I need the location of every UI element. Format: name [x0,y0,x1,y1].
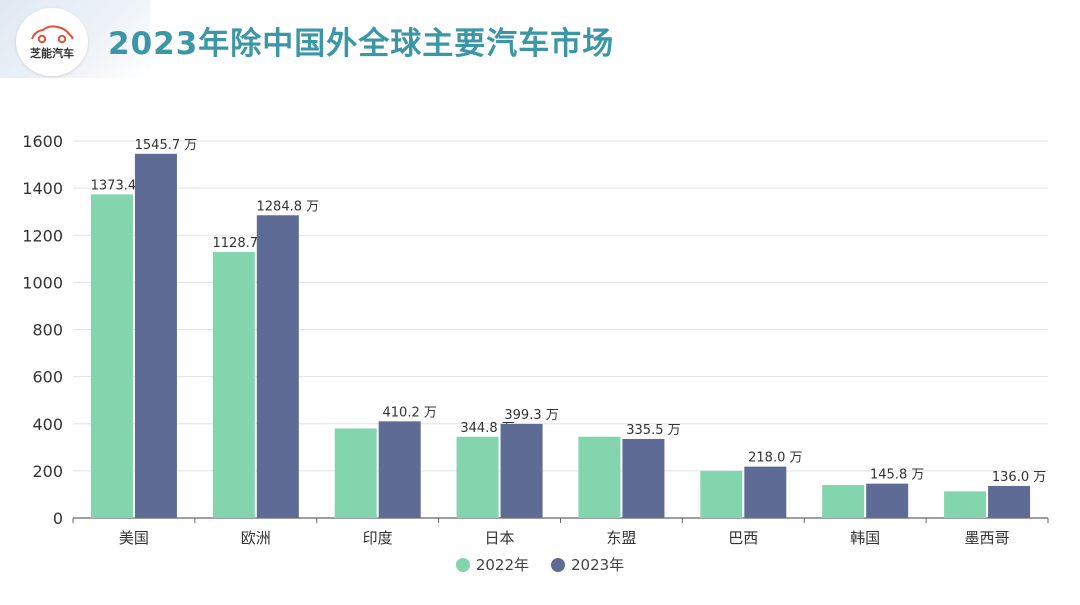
data-label: 136.0 万 [992,470,1046,485]
bar [212,252,255,519]
y-tick-label: 1200 [22,226,63,245]
y-tick-label: 1600 [22,132,63,151]
page-title: 2023年除中国外全球主要汽车市场 [108,26,615,62]
x-tick-label: 日本 [485,529,515,547]
legend-label-2023: 2023年 [571,556,625,574]
y-tick-label: 200 [32,462,63,481]
y-tick-label: 600 [32,368,63,387]
bar [622,438,665,518]
y-tick-label: 1000 [22,273,63,292]
logo: 芝能汽车 [16,8,88,76]
data-label: 335.5 万 [626,423,680,438]
bar [334,428,377,518]
legend-item-2023[interactable]: 2023年 [551,554,624,575]
logo-text: 芝能汽车 [30,46,74,60]
bar [134,153,177,518]
bar [378,421,421,518]
bar [90,194,133,518]
y-tick-label: 1400 [22,179,63,198]
bar [944,491,987,518]
data-label: 218.0 万 [748,451,802,466]
x-tick-label: 印度 [363,529,393,547]
chart-legend: 2022年 2023年 [0,554,1080,575]
x-tick-label: 韩国 [850,529,880,547]
legend-label-2022: 2022年 [475,556,529,574]
x-tick-label: 欧洲 [241,529,271,547]
y-tick-label: 0 [53,509,63,528]
bar [500,423,543,518]
bar [256,215,299,519]
data-label: 145.8 万 [870,468,924,483]
car-logo-icon [31,24,74,43]
bar [700,470,743,518]
bar [578,436,621,518]
x-tick-label: 巴西 [728,529,758,547]
x-tick-label: 东盟 [606,529,636,547]
y-tick-label: 400 [32,415,63,434]
bar [866,483,909,518]
legend-item-2022[interactable]: 2022年 [455,554,529,575]
data-label: 1284.8 万 [257,199,320,214]
bar [822,485,865,518]
bar [456,436,499,518]
data-label: 399.3 万 [504,408,558,423]
legend-dot-2023 [551,557,565,572]
data-label: 410.2 万 [383,405,437,420]
x-tick-label: 墨西哥 [965,529,1010,547]
bar [988,485,1031,518]
x-tick-label: 美国 [119,529,149,547]
data-label: 1545.7 万 [135,138,198,153]
bar [744,466,787,518]
y-tick-label: 800 [32,321,63,340]
legend-dot-2022 [455,557,470,572]
